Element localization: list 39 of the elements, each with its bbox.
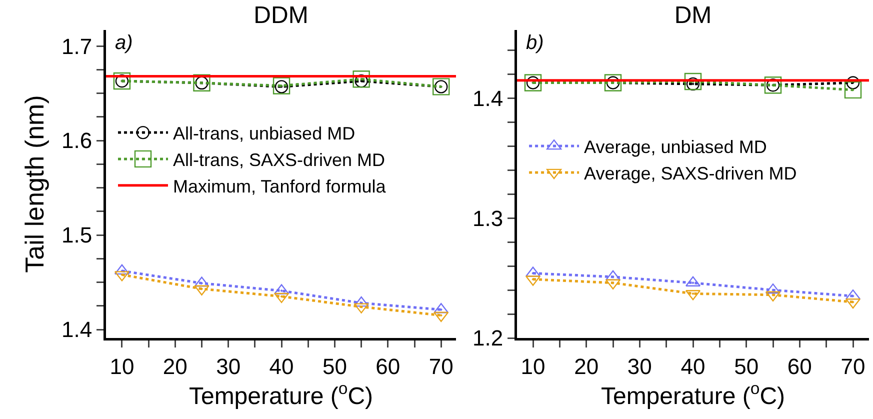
x-tick-label: 70: [428, 354, 454, 379]
y-tick-label: 1.6: [62, 128, 92, 154]
y-tick-label: 1.7: [62, 34, 92, 59]
x-tick-label: 40: [269, 354, 294, 379]
x-tick-label: 30: [216, 354, 241, 379]
y-tick-label: 1.4: [62, 317, 92, 342]
x-tick-label: 40: [680, 354, 706, 379]
y-axis-title: Tail length (nm): [20, 95, 50, 273]
x-tick-label: 10: [110, 354, 134, 379]
x-tick-label: 30: [627, 354, 652, 379]
legend-label: Maximum, Tanford formula: [173, 176, 387, 196]
legend-label: All-trans, unbiased MD: [173, 124, 356, 144]
chart-title: DDM: [254, 2, 308, 30]
point: [846, 76, 860, 90]
x-axis-title: Temperature ($^{o}$C): [188, 378, 374, 410]
x-tick-label: 50: [322, 354, 347, 379]
x-axis-title: Temperature ($^{o}$C): [600, 378, 786, 410]
point: [844, 81, 862, 99]
x-tick-label: 20: [162, 354, 188, 379]
x-tick-label: 20: [574, 354, 599, 379]
chart-title: DM: [674, 2, 712, 30]
y-tick-label: 1.2: [472, 326, 504, 351]
y-tick-label: 1.3: [472, 206, 504, 231]
x-tick-label: 60: [376, 354, 400, 379]
point: [274, 292, 290, 304]
annotation: a): [115, 32, 133, 54]
y-tick-label: 1.4: [472, 86, 504, 112]
legend-label: All-trans, SAXS-driven MD: [173, 150, 386, 170]
legend-label: Average, unbiased MD: [584, 137, 767, 158]
x-tick-label: 70: [840, 354, 866, 379]
point: [684, 72, 702, 90]
point: [352, 70, 370, 88]
y-tick-label: 1.5: [62, 222, 92, 248]
x-tick-label: 50: [734, 354, 759, 379]
legend-label: Average, SAXS-driven MD: [584, 163, 797, 184]
point: [272, 77, 290, 94]
x-tick-label: 60: [787, 354, 812, 379]
annotation: b): [526, 32, 544, 54]
x-tick-label: 10: [520, 354, 546, 379]
